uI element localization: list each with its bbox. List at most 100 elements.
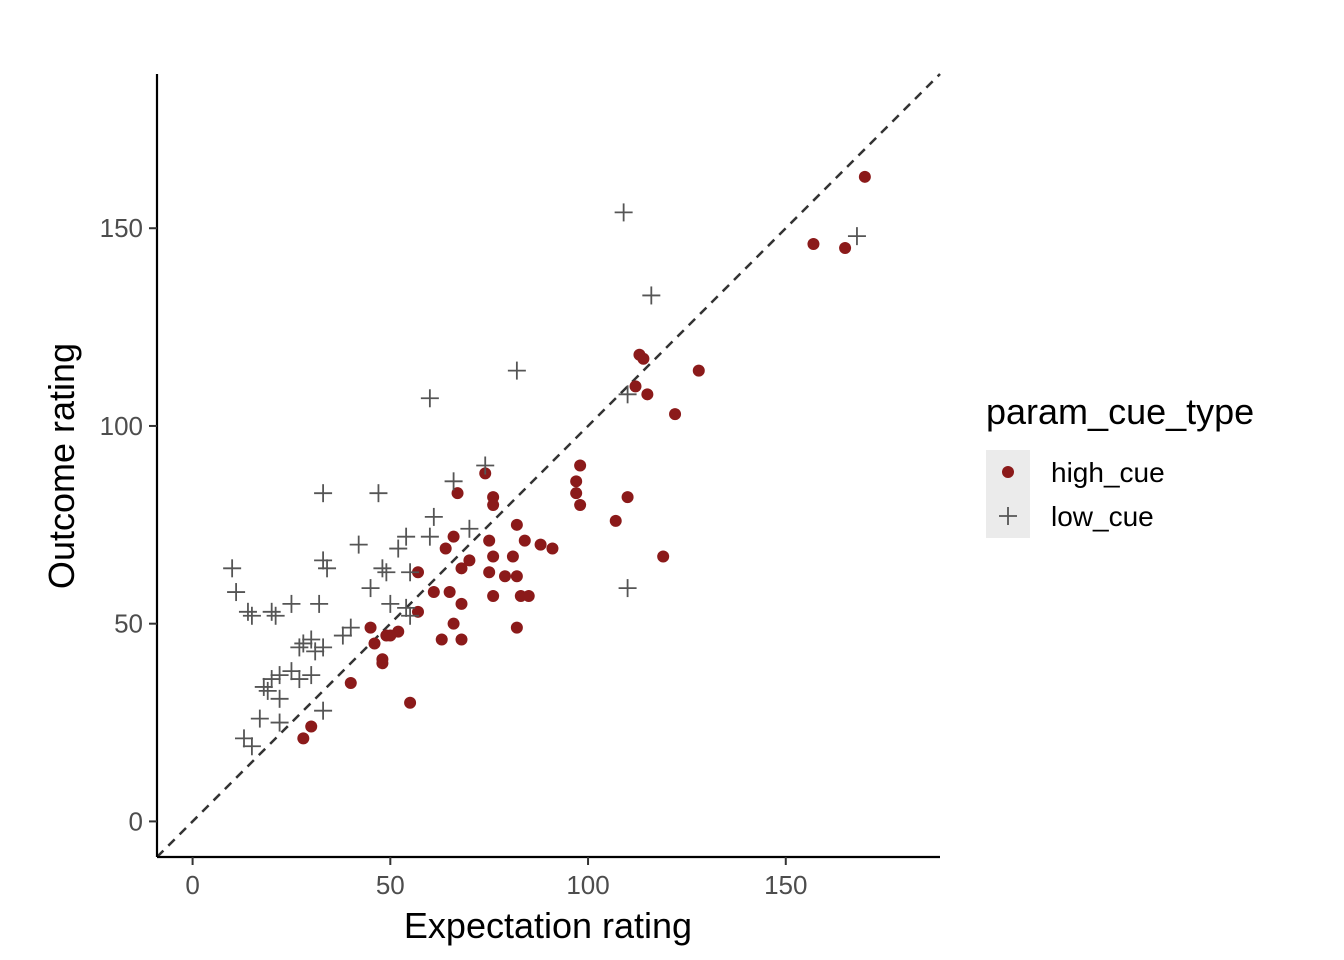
high_cue-point xyxy=(455,597,468,610)
low_cue-point xyxy=(223,559,242,578)
low_cue-point xyxy=(254,677,273,696)
low_cue-point xyxy=(302,666,321,685)
high_cue-point xyxy=(657,550,670,563)
x-tick-label: 150 xyxy=(764,870,807,900)
low_cue-point xyxy=(642,286,661,305)
legend-entry-low_cue: low_cue xyxy=(986,494,1154,538)
high_cue-point xyxy=(692,364,705,377)
low_cue-point xyxy=(282,662,301,681)
y-axis-title: Outcome rating xyxy=(41,343,82,589)
high_cue-point xyxy=(404,696,417,709)
high_cue-point xyxy=(534,538,547,551)
high_cue-point xyxy=(447,530,460,543)
y-tick-label: 150 xyxy=(100,213,143,243)
series-low_cue xyxy=(223,203,866,756)
low_cue-point xyxy=(401,563,420,582)
low_cue-point xyxy=(401,606,420,625)
high_cue-point xyxy=(483,534,496,547)
low_cue-point xyxy=(242,606,261,625)
low_cue-point xyxy=(381,594,400,613)
high_cue-point xyxy=(858,170,871,183)
x-tick-label: 0 xyxy=(185,870,199,900)
high_cue-point xyxy=(499,570,511,583)
x-tick-label: 100 xyxy=(566,870,609,900)
high_cue-point xyxy=(376,657,389,670)
low_cue-point xyxy=(460,519,479,538)
legend-title: param_cue_type xyxy=(986,391,1254,432)
legend-entry-high_cue: high_cue xyxy=(986,450,1165,494)
low_cue-point xyxy=(377,563,396,582)
high_cue-point xyxy=(443,586,456,599)
y-tick-label: 0 xyxy=(129,806,143,836)
high_cue-point xyxy=(412,605,424,618)
low_cue-point xyxy=(349,535,368,554)
high_cue-point xyxy=(447,617,460,630)
high_cue-point xyxy=(574,499,587,512)
high_cue-point xyxy=(455,562,468,575)
low_cue-point xyxy=(397,598,416,617)
high_cue-point xyxy=(641,388,654,401)
low_cue-point xyxy=(507,361,526,380)
high_cue-point xyxy=(364,621,377,634)
low_cue-point xyxy=(314,484,333,503)
legend-dot-icon xyxy=(1002,466,1014,478)
low_cue-point xyxy=(310,594,329,613)
low_cue-point xyxy=(397,527,416,546)
low_cue-point xyxy=(282,594,301,613)
low_cue-point xyxy=(618,579,637,598)
low_cue-point xyxy=(341,618,360,637)
high_cue-point xyxy=(439,542,452,555)
low_cue-point xyxy=(270,666,289,685)
high_cue-point xyxy=(487,499,500,512)
low_cue-point xyxy=(258,681,277,700)
low_cue-point xyxy=(266,606,285,625)
low_cue-point xyxy=(306,642,325,661)
series-high_cue xyxy=(297,170,871,745)
low_cue-point xyxy=(270,713,289,732)
low_cue-point xyxy=(314,701,333,720)
identity-reference-line xyxy=(156,73,941,858)
low_cue-point xyxy=(262,670,281,689)
high_cue-point xyxy=(506,550,519,563)
low_cue-point xyxy=(424,507,443,526)
low_cue-point xyxy=(242,737,261,756)
low_cue-point xyxy=(618,385,637,404)
low_cue-point xyxy=(847,227,866,246)
high_cue-point xyxy=(510,518,523,531)
high_cue-point xyxy=(368,637,381,650)
high_cue-point xyxy=(451,487,464,500)
low_cue-point xyxy=(270,689,289,708)
legend: param_cue_type high_cue low_cue xyxy=(986,391,1254,538)
high_cue-point xyxy=(483,566,496,579)
high_cue-point xyxy=(669,408,682,421)
low_cue-point xyxy=(302,630,321,649)
y-tick-label: 100 xyxy=(100,411,143,441)
axes: 0 50 100 150 0 50 100 150 xyxy=(100,74,940,900)
low_cue-point xyxy=(235,729,253,748)
high_cue-point xyxy=(570,487,583,500)
low_cue-point xyxy=(389,539,408,558)
high_cue-point xyxy=(435,633,448,646)
low_cue-point xyxy=(227,583,246,602)
high_cue-point xyxy=(455,633,468,646)
high_cue-point xyxy=(427,586,440,599)
low_cue-point xyxy=(373,559,392,578)
low_cue-point xyxy=(238,602,257,621)
x-axis-title: Expectation rating xyxy=(404,905,692,946)
high_cue-point xyxy=(574,459,587,472)
low_cue-point xyxy=(290,670,309,689)
low_cue-point xyxy=(262,602,281,621)
high_cue-point xyxy=(297,732,310,745)
high_cue-point xyxy=(463,554,476,567)
high_cue-point xyxy=(546,542,559,555)
low_cue-point xyxy=(444,472,463,491)
low_cue-point xyxy=(294,634,313,653)
plot-area xyxy=(156,73,941,858)
low_cue-point xyxy=(614,203,633,222)
high_cue-point xyxy=(807,238,820,251)
high_cue-point xyxy=(629,380,642,393)
legend-label: low_cue xyxy=(1051,501,1154,532)
high_cue-point xyxy=(510,570,523,583)
low_cue-point xyxy=(420,527,439,546)
